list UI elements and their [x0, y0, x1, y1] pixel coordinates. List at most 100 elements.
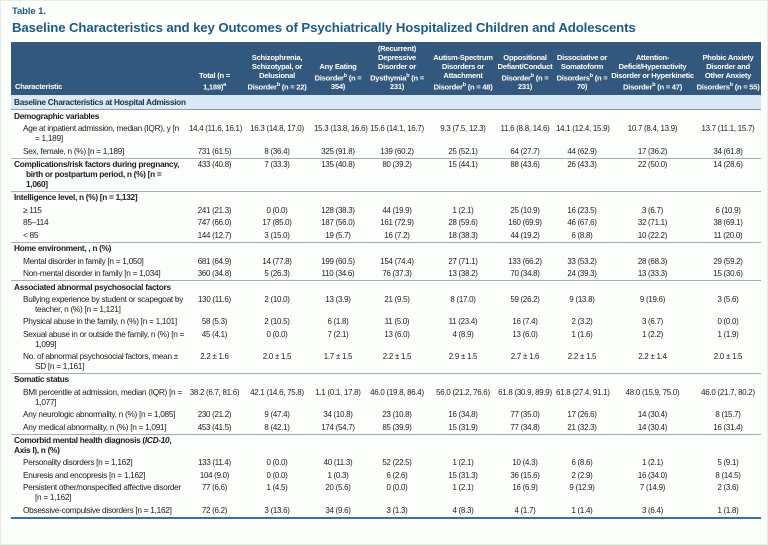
value-cell: 2.2 ± 1.4: [638, 352, 667, 362]
value-cell: 17 (26.6): [567, 410, 597, 420]
row-label: Obsessive-compulsive disorders [n = 1,16…: [23, 504, 172, 515]
value-cell: 2.7 ± 1.6: [510, 352, 540, 362]
value-cell: 45 (4.1): [201, 329, 228, 339]
value-cell: 241 (21.3): [197, 205, 232, 215]
value-cell: 15.3 (13.8, 16.6): [314, 124, 368, 134]
row-label: Any neurologic abnormality, n (%) [n = 1…: [23, 409, 176, 420]
value-cell: 76 (37.3): [382, 269, 412, 279]
column-header: (Recurrent) Depressive Disorder or Dysth…: [364, 42, 430, 96]
table-row: Enuresis and encopresis [n = 1,162] 104 (…: [11, 469, 761, 481]
column-header: Attention-Deficit/Hyperactivity Disorder…: [610, 42, 695, 96]
value-cell: 52 (22.5): [382, 458, 412, 468]
value-cell: 747 (66.0): [197, 218, 232, 228]
value-cell: 77 (6.6): [201, 483, 228, 493]
value-cell: 110 (34.6): [321, 269, 355, 279]
value-cell: 21 (32.3): [567, 422, 597, 432]
value-cell: 16 (7.2): [384, 230, 410, 240]
value-cell: 64 (27.7): [510, 146, 540, 156]
value-cell: 13 (38.2): [448, 269, 478, 279]
header-row: Characteristic Total (n = 1,189)a Schizoph…: [11, 42, 761, 96]
table-row: Sexual abuse in or outside the family, n…: [11, 328, 761, 350]
table-row: Age at inpatient admission, median (IQR)…: [11, 123, 761, 145]
table-row: Complications/risk factors during pregna…: [11, 157, 761, 192]
value-cell: 0 (0.0): [266, 458, 288, 468]
value-cell: 6 (1.8): [327, 317, 349, 327]
value-cell: 16 (6.9): [512, 483, 538, 493]
table-row: Physical abuse in the family, n (%) [n =…: [11, 316, 761, 328]
value-cell: 13 (3.9): [325, 295, 351, 305]
value-cell: 7 (33.3): [242, 157, 312, 192]
value-cell: 135 (40.8): [312, 157, 364, 192]
table-row: Personality disorders [n = 1,162] 133 (11…: [11, 457, 761, 469]
value-cell: 1 (0.3): [327, 470, 349, 480]
value-cell: 2 (3.6): [717, 483, 739, 493]
value-cell: 3 (15.0): [264, 230, 290, 240]
table-row: Sex, female, n (%) [n = 1,189] 731 (61.5)…: [11, 145, 761, 158]
value-cell: 11 (20.0): [713, 230, 743, 240]
value-cell: 6 (8.6): [571, 458, 593, 468]
table-row: Any medical abnormality, n (%) [n = 1,09…: [11, 421, 761, 434]
value-cell: 15 (31.9): [448, 422, 478, 432]
value-cell: 13 (6.0): [512, 329, 538, 339]
value-cell: 9 (19.6): [639, 295, 666, 305]
value-cell: 1 (1.9): [717, 329, 739, 339]
value-cell: 7 (14.9): [639, 483, 666, 493]
value-cell: 6 (8.8): [571, 230, 593, 240]
row-label: Complications/risk factors during pregna…: [11, 157, 187, 192]
value-cell: 25 (52.1): [448, 146, 478, 156]
section-band-row: Baseline Characteristics at Hospital Adm…: [11, 95, 761, 111]
value-cell: 3 (6.7): [641, 205, 664, 215]
row-label: Persistent other/nonspecified affective …: [23, 482, 181, 503]
value-cell: 2 (10.5): [264, 317, 290, 327]
title-block: Table 1. Baseline Characteristics and ke…: [1, 1, 767, 39]
value-cell: 15 (31.3): [448, 470, 478, 480]
empty-cells: [187, 110, 761, 123]
value-cell: 0 (0.0): [266, 329, 288, 339]
column-header: Total (n = 1,189)a: [187, 42, 242, 96]
value-cell: 8 (17.0): [450, 295, 476, 305]
table-header: Characteristic Total (n = 1,189)a Schizoph…: [11, 42, 761, 96]
value-cell: 44 (62.9): [567, 146, 597, 156]
value-cell: 154 (74.4): [380, 256, 414, 266]
value-cell: 70 (34.8): [510, 269, 540, 279]
value-cell: 3 (6.7): [641, 317, 664, 327]
value-cell: 46.0 (21.7, 80.2): [701, 387, 755, 397]
value-cell: 33 (53.2): [567, 256, 597, 266]
row-label: Demographic variables: [14, 110, 100, 121]
table-row: 85–114 747 (66.0) 17 (85.0) 187 (56.0) 161 (…: [11, 217, 761, 229]
value-cell: 25 (10.9): [510, 205, 540, 215]
value-cell: 17 (85.0): [262, 218, 292, 228]
row-label: Any medical abnormality, n (%) [n = 1,09…: [23, 421, 167, 432]
value-cell: 0 (0.0): [386, 483, 408, 493]
value-cell: 38 (69.1): [713, 218, 743, 228]
value-cell: 325 (91.8): [321, 146, 355, 156]
row-label: < 85: [23, 229, 39, 240]
column-header: Any Eating Disorderb (n = 354): [312, 42, 364, 96]
value-cell: 42.1 (14.6, 75.8): [250, 387, 304, 397]
value-cell: 13 (33.3): [637, 269, 668, 279]
value-cell: 160 (69.9): [508, 218, 542, 228]
value-cell: 61.8 (27.4, 91.1): [556, 387, 610, 397]
value-cell: 1.1 (0.1, 17.8): [315, 387, 361, 397]
empty-cells: [187, 190, 761, 205]
value-cell: 15 (30.6): [713, 269, 743, 279]
value-cell: 34 (61.8): [713, 146, 743, 156]
value-cell: 85 (39.9): [382, 422, 412, 432]
row-label: Bullying experience by student or scapeg…: [23, 294, 184, 314]
value-cell: 9 (47.4): [264, 410, 290, 420]
value-cell: 133 (66.2): [508, 256, 542, 266]
row-label: Intelligence level, n (%) [n = 1,132]: [11, 190, 187, 205]
value-cell: 681 (64.9): [197, 256, 232, 266]
section-band-label: Baseline Characteristics at Hospital Adm…: [11, 95, 761, 111]
value-cell: 16 (34.0): [637, 470, 668, 480]
table-row: Any neurologic abnormality, n (%) [n = 1…: [11, 409, 761, 421]
table-row: Demographic variables: [11, 110, 761, 123]
table-row: ≥ 115 241 (21.3) 0 (0.0) 128 (38.3) 44 (19.9…: [11, 204, 761, 216]
row-label: Sexual abuse in or outside the family, n…: [23, 328, 185, 349]
value-cell: 26 (43.3): [554, 157, 610, 192]
value-cell: 11 (23.4): [448, 317, 478, 327]
value-cell: 2 (10.0): [264, 295, 290, 305]
column-header: Phobic Anxiety Disorder and Other Anxiet…: [695, 42, 761, 96]
table-row: Associated abnormal psychosocial factors: [11, 280, 761, 294]
